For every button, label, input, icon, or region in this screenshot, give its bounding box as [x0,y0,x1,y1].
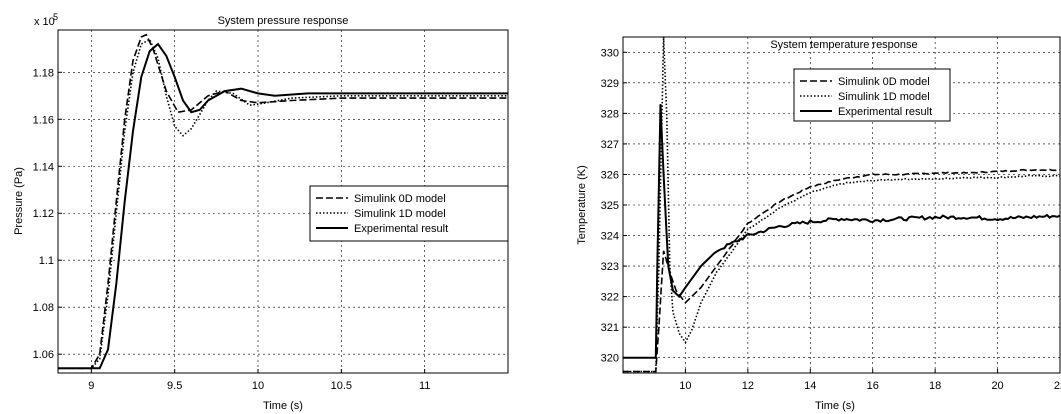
pressure-y-tick-label: 1.08 [33,302,54,314]
temperature-x-tick-label: 18 [929,380,941,392]
temperature-y-label: Temperature (K) [576,165,588,244]
temperature-chart-title: System temperature response [770,39,917,51]
pressure-series-solid [58,42,508,370]
temperature-x-tick-label: 22 [1054,380,1061,392]
pressure-y-tick-label: 1.18 [33,67,54,79]
pressure-x-tick-label: 9.5 [167,380,182,392]
temperature-legend-label: Simulink 1D model [838,91,930,103]
pressure-x-tick-label: 10 [252,380,264,392]
pressure-chart-title: System pressure response [218,15,349,27]
pressure-series [58,33,508,370]
temperature-y-tick-label: 324 [601,231,619,243]
temperature-series-dashed [623,168,1060,373]
pressure-chart: System pressure response x 10 5 9 9.5 10 10… [13,12,509,412]
pressure-y-label: Pressure (Pa) [13,167,25,235]
pressure-x-tick-label: 10.5 [331,380,352,392]
temperature-legend-label: Simulink 0D model [838,76,930,88]
temperature-legend-label: Experimental result [838,106,932,118]
pressure-y-exponent-power: 5 [53,12,58,22]
pressure-x-tick-label: 11 [419,380,430,392]
pressure-y-tick-label: 1.14 [33,161,54,173]
temperature-y-tick-label: 325 [601,200,619,212]
pressure-x-tick-label: 9 [88,380,94,392]
pressure-x-label: Time (s) [263,400,303,412]
temperature-series [623,37,1060,373]
pressure-legend-label: Simulink 1D model [354,208,446,220]
temperature-x-tick-label: 16 [867,380,879,392]
temperature-y-tick-label: 327 [601,139,619,151]
temperature-y-tick-label: 330 [601,47,619,59]
pressure-y-exponent: x 10 [34,16,55,28]
temperature-ticks: 10 12 14 16 18 20 22 320 321 322 323 324 325 326 327 32… [601,47,1061,392]
pressure-legend-label: Simulink 0D model [354,193,446,205]
temperature-legend-box [793,68,951,122]
temperature-y-tick-label: 322 [601,292,619,304]
pressure-series-dotted [58,38,508,370]
temperature-y-tick-label: 328 [601,108,619,120]
temperature-y-tick-label: 320 [601,353,619,365]
temperature-y-tick-label: 321 [601,322,619,334]
temperature-x-tick-label: 14 [804,380,816,392]
temperature-chart: System temperature response 10 12 14 16 18 20… [576,36,1061,412]
temperature-x-tick-label: 20 [991,380,1003,392]
temperature-y-tick-label: 323 [601,261,619,273]
temperature-x-label: Time (s) [815,400,855,412]
pressure-legend-label: Experimental result [354,223,448,235]
pressure-legend-box [309,185,509,242]
pressure-ticks: 9 9.5 10 10.5 11 1.06 1.08 1.1 1.12 1.14 1.16 1.18 [33,67,431,392]
temperature-y-tick-label: 326 [601,169,619,181]
pressure-y-tick-label: 1.16 [33,114,54,126]
temperature-x-tick-label: 12 [742,380,754,392]
pressure-y-tick-label: 1.06 [33,349,54,361]
pressure-y-tick-label: 1.12 [33,208,54,220]
temperature-legend: Simulink 0D model Simulink 1D model Experi… [793,68,951,122]
temperature-x-tick-label: 10 [679,380,691,392]
pressure-series-dashed [58,33,508,370]
pressure-y-tick-label: 1.1 [39,255,54,267]
pressure-legend: Simulink 0D model Simulink 1D model Experi… [309,185,509,242]
temperature-series-dotted [623,37,1060,373]
temperature-y-tick-label: 329 [601,78,619,90]
temperature-series-solid [623,104,1060,359]
